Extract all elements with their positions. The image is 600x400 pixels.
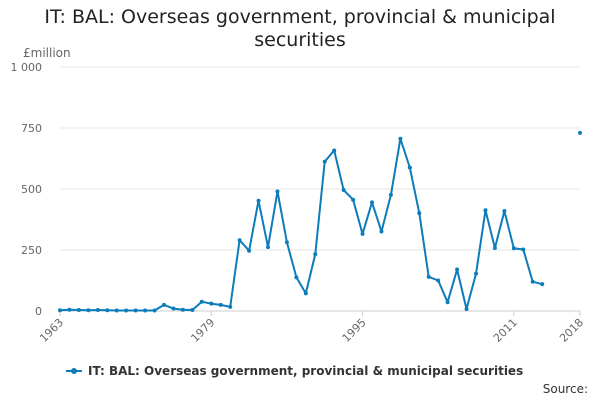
data-point	[247, 248, 252, 253]
data-point	[294, 275, 299, 280]
data-point	[209, 301, 214, 306]
legend-line-marker-icon	[66, 368, 82, 374]
y-tick-label: 1 000	[11, 61, 43, 74]
data-point	[256, 198, 261, 203]
data-point	[275, 189, 280, 194]
data-point	[398, 136, 403, 141]
chart-title-line-1: IT: BAL: Overseas government, provincial…	[44, 6, 556, 28]
data-point	[171, 306, 176, 311]
data-point	[417, 211, 422, 216]
data-point	[388, 192, 393, 197]
x-tick-label: 2018	[557, 316, 586, 345]
data-point	[483, 208, 488, 213]
data-point	[511, 246, 516, 251]
data-point	[436, 278, 441, 283]
y-tick-label: 0	[35, 305, 42, 318]
data-point	[445, 300, 450, 305]
legend-label: IT: BAL: Overseas government, provincial…	[88, 364, 524, 378]
data-point	[502, 208, 507, 213]
x-tick-label: 2011	[491, 316, 520, 345]
data-point	[379, 229, 384, 234]
data-point	[284, 240, 289, 245]
data-point	[199, 299, 204, 304]
data-point	[303, 291, 308, 296]
data-point	[86, 308, 91, 313]
data-point	[464, 307, 469, 312]
data-point	[180, 307, 185, 312]
data-point	[143, 308, 148, 313]
x-tick-label: 1979	[188, 316, 217, 345]
data-point	[218, 302, 223, 307]
data-point	[133, 308, 138, 313]
data-point	[530, 279, 535, 284]
data-point	[152, 308, 157, 313]
data-point	[360, 231, 365, 236]
data-point	[313, 252, 318, 257]
data-point	[114, 308, 119, 313]
data-point	[228, 304, 233, 309]
data-point	[322, 159, 327, 164]
data-point	[58, 308, 62, 313]
x-tick-label: 1995	[340, 316, 369, 345]
data-point	[341, 187, 346, 192]
data-point	[190, 308, 195, 313]
data-point	[76, 308, 81, 313]
y-axis-label: £million	[23, 46, 71, 60]
data-point	[162, 302, 166, 307]
data-point	[124, 308, 129, 313]
data-point	[105, 308, 110, 313]
source-label: Source:	[542, 382, 588, 396]
data-point	[540, 282, 545, 287]
chart-title-line-2: securities	[254, 29, 346, 51]
data-point	[67, 307, 72, 312]
data-point	[332, 148, 337, 153]
y-tick-label: 500	[21, 183, 42, 196]
data-point	[426, 274, 431, 279]
data-point	[266, 245, 270, 250]
data-point	[492, 246, 497, 251]
x-tick-label: 1963	[37, 316, 66, 345]
data-point	[370, 200, 374, 205]
chart-title: IT: BAL: Overseas government, provincial…	[0, 6, 600, 52]
legend[interactable]: IT: BAL: Overseas government, provincial…	[66, 364, 523, 378]
data-point	[455, 267, 460, 272]
series-line	[59, 137, 543, 312]
data-point	[407, 165, 412, 170]
data-point	[474, 271, 478, 276]
y-tick-label: 750	[21, 122, 42, 135]
data-point	[237, 238, 242, 243]
data-point	[578, 130, 582, 135]
data-point	[351, 197, 356, 202]
data-point	[521, 247, 526, 252]
y-tick-label: 250	[21, 244, 42, 257]
data-point	[95, 308, 100, 313]
